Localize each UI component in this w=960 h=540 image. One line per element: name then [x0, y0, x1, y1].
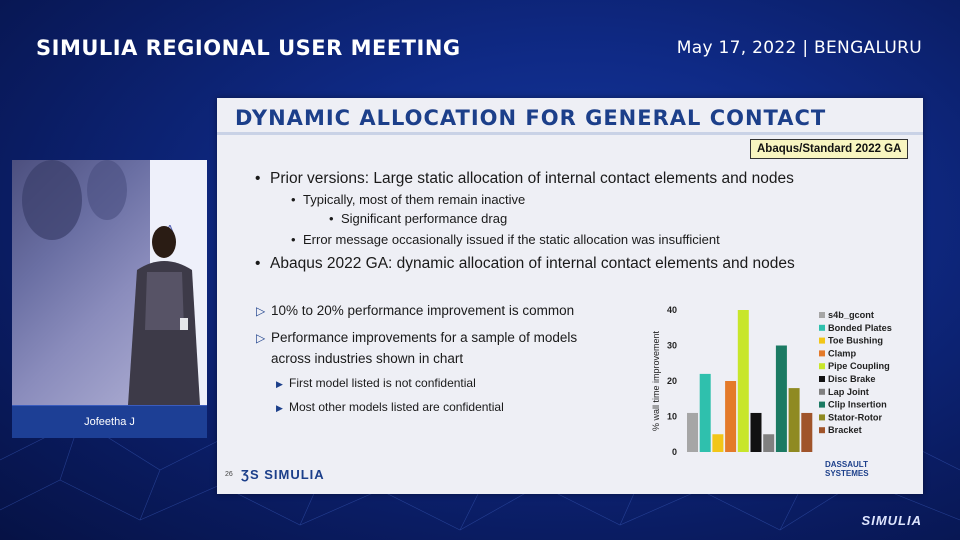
bar-pipe-coupling: [737, 310, 749, 452]
presentation-slide: DYNAMIC ALLOCATION FOR GENERAL CONTACT A…: [217, 98, 923, 494]
simulia-logo: ƷS SIMULIA: [241, 467, 325, 482]
slide-number: 26: [225, 471, 233, 478]
improvement-bar-chart: % wall time improvement 0 10 20 30 40 s4b_gcon…: [651, 305, 892, 457]
bullet-inactive: Typically, most of them remain inactive: [291, 192, 525, 207]
dassault-logo: DASSAULT SYSTEMES: [825, 460, 869, 478]
slide-title: DYNAMIC ALLOCATION FOR GENERAL CONTACT: [235, 106, 827, 130]
bar-stator-rotor: [788, 388, 800, 452]
simulia-logo-glyph: ƷS: [241, 467, 265, 482]
dassault-logo-line1: DASSAULT: [825, 460, 868, 469]
bar-bracket: [801, 412, 813, 452]
y-tick-label: 10: [667, 412, 677, 422]
dassault-logo-line2: SYSTEMES: [825, 469, 869, 478]
simulia-logo-text: SIMULIA: [264, 467, 325, 482]
legend-label: Disc Brake: [828, 374, 876, 384]
title-divider: [217, 132, 923, 135]
y-axis-label: % wall time improvement: [651, 330, 661, 431]
legend-swatch: [819, 312, 825, 318]
legend-swatch: [819, 376, 825, 382]
footer-simulia-logo: SIMULIA: [861, 513, 922, 528]
speaker-name-bar: Jofeetha J: [12, 405, 207, 438]
point-first-model: First model listed is not confidential: [276, 376, 476, 390]
bullet-error-message: Error message occasionally issued if the…: [291, 232, 720, 247]
bar-disc-brake: [750, 412, 762, 452]
legend-label: Lap Joint: [828, 387, 869, 397]
legend-swatch: [819, 414, 825, 421]
legend-swatch: [819, 337, 825, 344]
legend-swatch: [819, 363, 825, 370]
event-date-location: May 17, 2022 | BENGALURU: [676, 38, 922, 58]
y-tick-label: 30: [667, 341, 677, 351]
bar-s4b-gcont: [687, 412, 698, 452]
point-sample-models: Performance improvements for a sample of…: [256, 330, 577, 345]
y-tick-label: 0: [672, 447, 677, 457]
legend-swatch: [819, 350, 825, 357]
speaker-figure: [22, 160, 200, 405]
point-other-models: Most other models listed are confidentia…: [276, 400, 504, 414]
version-badge: Abaqus/Standard 2022 GA: [750, 139, 909, 159]
legend-swatch: [819, 427, 825, 434]
legend-label: Bonded Plates: [828, 323, 892, 333]
bullet-perf-drag: Significant performance drag: [329, 211, 507, 226]
bullet-abaqus-2022: Abaqus 2022 GA: dynamic allocation of in…: [255, 255, 795, 273]
point-sample-models-cont: across industries shown in chart: [271, 351, 464, 366]
legend-label: Toe Bushing: [828, 336, 883, 346]
legend-swatch: [819, 388, 825, 395]
bar-clip-insertion: [775, 345, 787, 452]
y-tick-label: 40: [667, 305, 677, 315]
bar-bonded-plates: [699, 373, 711, 452]
legend-label: Bracket: [828, 425, 862, 435]
legend-label: Stator-Rotor: [828, 412, 883, 422]
bar-toe-bushing: [712, 434, 724, 452]
legend-swatch: [819, 324, 825, 331]
legend-label: Clip Insertion: [828, 400, 887, 410]
legend-label: s4b_gcont: [828, 310, 874, 320]
speaker-video: • A: [12, 160, 207, 405]
legend-label: Clamp: [828, 348, 856, 358]
bullet-prior-versions: Prior versions: Large static allocation …: [255, 170, 794, 188]
speaker-name: Jofeetha J: [84, 416, 135, 428]
legend-swatch: [819, 401, 825, 408]
point-10-20-percent: 10% to 20% performance improvement is co…: [256, 303, 574, 318]
bar-lap-joint: [763, 434, 775, 452]
y-tick-label: 20: [667, 376, 677, 386]
event-title: SIMULIA REGIONAL USER MEETING: [36, 36, 461, 60]
legend-label: Pipe Coupling: [828, 361, 890, 371]
bar-clamp: [725, 381, 737, 452]
